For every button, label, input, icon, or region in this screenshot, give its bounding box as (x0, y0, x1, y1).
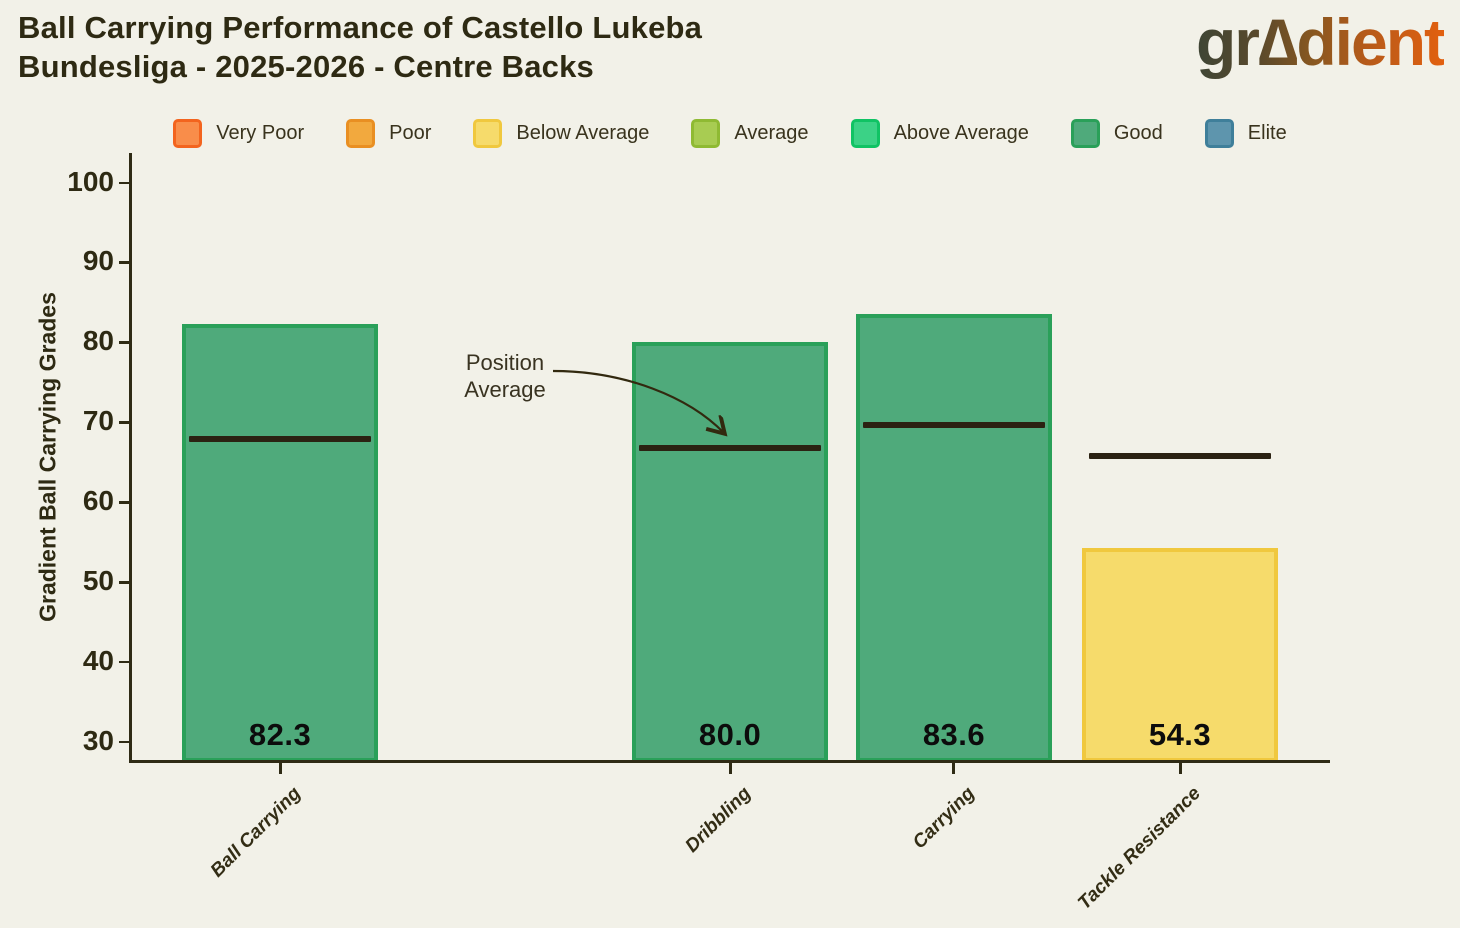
legend-swatch-good (1070, 119, 1100, 148)
position-average-line (862, 422, 1045, 429)
y-tick (119, 421, 129, 424)
bar-ball-carrying (182, 323, 379, 762)
x-tick-label: Dribbling (681, 783, 755, 857)
x-axis-line (129, 760, 1330, 763)
y-tick (119, 181, 129, 185)
x-tick (1178, 763, 1182, 774)
legend-swatch-very-poor (173, 119, 203, 148)
x-tick-label: Tackle Resistance (1074, 783, 1205, 914)
legend-label-poor: Poor (389, 122, 432, 144)
y-axis-line (129, 153, 132, 763)
annotation-line1: Position (465, 350, 545, 375)
y-tick-label: 60 (82, 485, 114, 517)
legend-label-good: Good (1113, 122, 1163, 144)
legend-label-average: Average (734, 122, 809, 144)
y-tick (119, 740, 129, 744)
y-tick (119, 581, 129, 584)
legend-item-below-average: Below Average (473, 119, 649, 148)
y-tick (119, 660, 129, 664)
x-tick (278, 763, 282, 774)
y-tick-label: 50 (82, 565, 114, 597)
position-average-line (189, 436, 372, 443)
bar-value-label: 82.3 (248, 717, 312, 752)
annotation-line2: Average (464, 377, 546, 402)
legend-swatch-average (691, 119, 721, 148)
bar-dribbling (632, 342, 829, 762)
legend: Very Poor Poor Below Average Average Above A… (0, 119, 1460, 148)
y-tick (119, 341, 129, 344)
y-tick (119, 261, 129, 264)
bar-carrying (855, 313, 1052, 762)
y-tick-label: 90 (82, 245, 114, 277)
legend-swatch-poor (346, 119, 376, 148)
bar-value-label: 54.3 (1148, 717, 1212, 752)
y-tick-label: 100 (67, 165, 114, 197)
legend-label-above-average: Above Average (893, 122, 1029, 144)
position-average-line (1088, 452, 1272, 459)
legend-item-elite: Elite (1204, 119, 1287, 148)
legend-label-very-poor: Very Poor (216, 122, 305, 144)
legend-swatch-below-average (473, 119, 503, 148)
legend-item-average: Average (691, 119, 809, 148)
chart-title-line2: Bundesliga - 2025-2026 - Centre Backs (18, 49, 594, 84)
legend-item-very-poor: Very Poor (173, 119, 304, 148)
gradient-logo: gr∆dient (1195, 5, 1446, 79)
bar-value-label: 83.6 (922, 717, 986, 752)
legend-item-poor: Poor (346, 119, 431, 148)
position-average-line (639, 444, 822, 451)
y-tick-label: 30 (82, 724, 114, 756)
x-tick-label: Carrying (908, 783, 979, 854)
y-tick-label: 40 (82, 644, 114, 676)
bar-value-label: 80.0 (698, 717, 762, 752)
x-tick-label: Ball Carrying (206, 783, 305, 882)
legend-item-good: Good (1070, 119, 1163, 148)
legend-label-below-average: Below Average (516, 122, 650, 144)
bar-tackle-resistance (1081, 547, 1279, 762)
chart-title-line1: Ball Carrying Performance of Castello Lu… (18, 10, 703, 45)
x-tick (952, 763, 956, 774)
position-average-annotation: Position Average (438, 349, 572, 403)
legend-label-elite: Elite (1247, 122, 1287, 144)
y-tick (119, 501, 129, 504)
y-tick-label: 70 (82, 405, 114, 437)
x-tick (728, 763, 732, 774)
y-tick-label: 80 (82, 325, 114, 357)
legend-swatch-elite (1204, 119, 1234, 148)
legend-swatch-above-average (850, 119, 880, 148)
chart-title: Ball Carrying Performance of Castello Lu… (18, 8, 702, 86)
legend-item-above-average: Above Average (850, 119, 1029, 148)
